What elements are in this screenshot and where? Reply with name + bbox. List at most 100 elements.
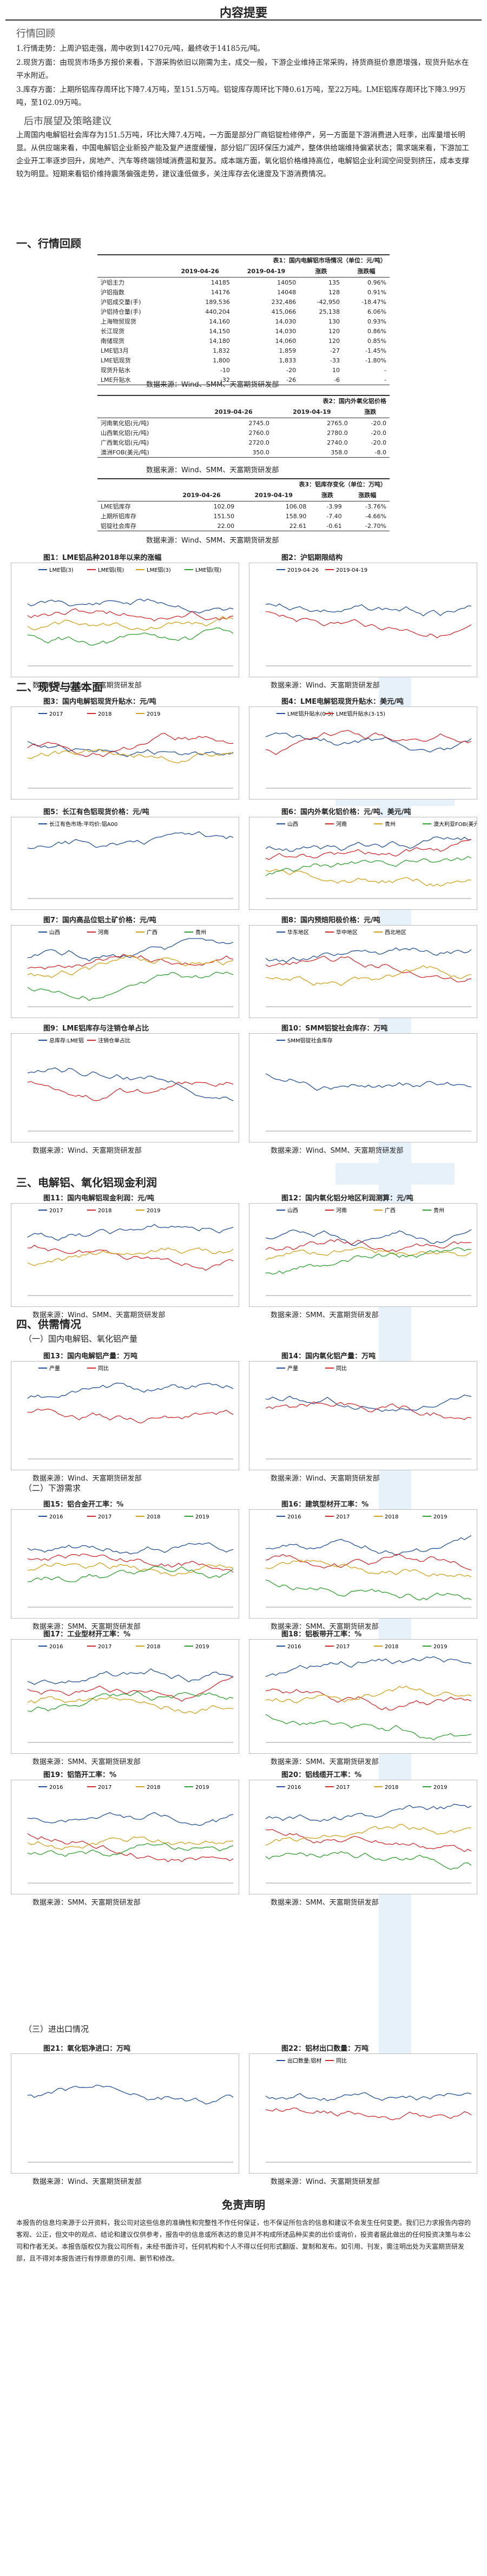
market-table: 表1：国内电解铝市场情况（单位：元/吨） 2019-04-26 2019-04-1…: [97, 254, 390, 385]
chart-plot: LME铝(3) LME铝(现) LME铝(3) LME铝(现): [27, 567, 234, 666]
table-row: 河南氧化铝(元/吨) 2745.0 2765.0 -20.0: [97, 418, 390, 428]
legend-item: 2017: [325, 1785, 350, 1791]
table-row: LME铝库存 102.09 106.08 -3.99 -3.76%: [97, 501, 390, 512]
legend-label: 注销仓单占比: [98, 1037, 130, 1044]
series-line: [265, 836, 472, 852]
table-cell: 0.96%: [367, 279, 386, 286]
strategy-text: 上周国内电解铝社会库存为151.5万吨，环比大降7.4万吨，一方面是部分厂商铝锭…: [16, 131, 469, 179]
quote-item-1: 1.行情走势：上周沪铝走强，周中收到14270元/吨，最终收于14185元/吨。: [16, 44, 265, 53]
chart-source: 数据来源：Wind、天富期货研发部: [32, 682, 142, 690]
chart-source: 数据来源：Wind、天富期货研发部: [271, 682, 380, 690]
chart-panel: 2016 2017 2018 2019: [11, 1509, 239, 1619]
series-line: [265, 1246, 472, 1261]
legend-item: SMM铝锭社会库存: [277, 1037, 333, 1044]
legend-label: 2019: [433, 1514, 447, 1520]
table-cell: LME铝现货: [101, 357, 131, 364]
legend-item: 河南: [325, 821, 347, 828]
chart-title: 图12：国内氧化铝分地区利润测算：元/吨: [281, 1194, 413, 1203]
table-row: LME铝3月 1,832 1,859 -27 -1.45%: [97, 346, 390, 355]
table-cell: 120: [328, 327, 340, 335]
legend-label: 2016: [287, 1514, 301, 1520]
chart-source: 数据来源：SMM、天富期货研发部: [32, 1758, 141, 1766]
table-cell: 14,060: [275, 337, 297, 345]
table-cell: 上期所铝库存: [101, 513, 136, 520]
table-cell: 151.50: [213, 512, 235, 520]
table-cell: 铝锭社会库存: [101, 523, 136, 530]
legend-label: 2016: [49, 1644, 63, 1650]
legend-item: 2016: [38, 1785, 63, 1791]
table-cell: -10: [220, 366, 230, 374]
legend-item: 注销仓单占比: [87, 1037, 130, 1044]
series-line: [27, 1542, 234, 1555]
section-1-heading: 一、行情回顾: [16, 237, 81, 250]
series-line: [265, 2092, 472, 2102]
chart-title: 图20：铝线缆开工率：%: [281, 1771, 362, 1779]
series-line: [265, 1688, 472, 1710]
series-line: [265, 1851, 472, 1870]
table-2-source: 数据来源：Wind、SMM、天富期货研发部: [146, 466, 279, 474]
legend-label: 2017: [98, 1785, 111, 1791]
series-line: [27, 972, 234, 1001]
legend-label: 2017: [336, 1514, 350, 1520]
table-cell: 158.90: [285, 512, 307, 520]
legend-item: 2017: [325, 1644, 350, 1650]
series-line: [27, 749, 234, 764]
quote-item-3: 3.库存方面：上期所铝库存周环比下降7.4万吨，至151.5万吨。铝锭库存周环比…: [16, 85, 466, 107]
table-cell: 440,204: [205, 308, 230, 315]
table-cell: LME升贴水: [101, 377, 131, 384]
table-cell: 现货升贴水: [101, 367, 130, 374]
title-rule: [5, 19, 482, 21]
table-cell: -42,950: [317, 298, 340, 306]
table-cell: 0.91%: [367, 288, 386, 296]
series-line: [265, 1656, 472, 1677]
series-line: [27, 1842, 234, 1857]
table-row: 沪铝指数 14176 14048 128 0.91%: [97, 287, 390, 297]
table-header-cell: 2019-04-26: [167, 265, 233, 278]
legend-label: 2018: [385, 1785, 398, 1791]
legend-label: 2017: [336, 1785, 350, 1791]
chart-panel: 山西 河南 贵州 澳大利亚FOB(美元/吨): [249, 817, 487, 910]
disclaimer-text: 本报告的信息均来源于公开资料，我公司对这些信息的准确性和完整性不作任何保证，也不…: [16, 2219, 471, 2262]
legend-label: 产量: [49, 1365, 60, 1372]
legend-label: 长江有色市场:平均价:铝A00: [49, 821, 117, 828]
series-line: [27, 1067, 234, 1101]
table-cell: -20.0: [371, 429, 386, 437]
legend-item: LME铝升贴水(0-3): [277, 710, 333, 717]
legend-item: 2018: [136, 1644, 160, 1650]
chart-panel: 华东地区 华中地区 西北地区: [249, 925, 477, 1018]
table-cell: 350.0: [252, 448, 269, 456]
legend-label: 同比: [336, 2058, 347, 2064]
legend-item: 山西: [277, 821, 298, 828]
chart-title: 图8：国内预焙阳极价格：元/吨: [281, 916, 380, 924]
legend-item: 2019: [423, 1785, 447, 1791]
legend-item: 2019-04-26: [277, 567, 319, 573]
series-line: [27, 2084, 234, 2105]
legend-item: LME铝(3): [38, 567, 74, 573]
legend-label: 贵州: [195, 929, 206, 936]
legend-item: 2017: [87, 1785, 111, 1791]
chart-title: 图3：国内电解铝现货升贴水：元/吨: [43, 698, 156, 706]
legend-item: LME铝(现): [87, 567, 124, 573]
chart-panel: 山西 河南 广西 贵州: [249, 1203, 477, 1307]
series-line: [265, 603, 472, 617]
table-row: LME升贴水 -32 -26 -6 -: [97, 375, 390, 385]
table-header-cell: 涨跌: [310, 489, 345, 501]
legend-label: 同比: [336, 1365, 347, 1372]
table-cell: 10: [332, 366, 340, 374]
table-cell: 广西氧化铝(元/吨): [101, 439, 149, 446]
series-line: [265, 947, 472, 963]
legend-label: 2017: [336, 1644, 350, 1650]
chart-panel: 2016 2017 2018 2019: [11, 1639, 239, 1754]
chart-title: 图13：国内电解铝产量：万吨: [43, 1352, 138, 1360]
table-row: 上期所铝库存 151.50 158.90 -7.40 -4.66%: [97, 511, 390, 521]
table-row: 铝锭社会库存 22.00 22.61 -0.61 -2.70%: [97, 521, 390, 531]
series-line: [265, 856, 472, 876]
table-cell: 189,536: [205, 298, 230, 306]
series-line: [27, 1245, 234, 1271]
table-cell: -2.70%: [365, 522, 386, 530]
table-row: 上海物贸现货 14,160 14,030 130 0.93%: [97, 316, 390, 326]
series-line: [27, 831, 234, 849]
table-cell: 106.08: [285, 503, 307, 510]
table-cell: 1,800: [213, 356, 230, 364]
table-cell: 135: [328, 279, 340, 286]
